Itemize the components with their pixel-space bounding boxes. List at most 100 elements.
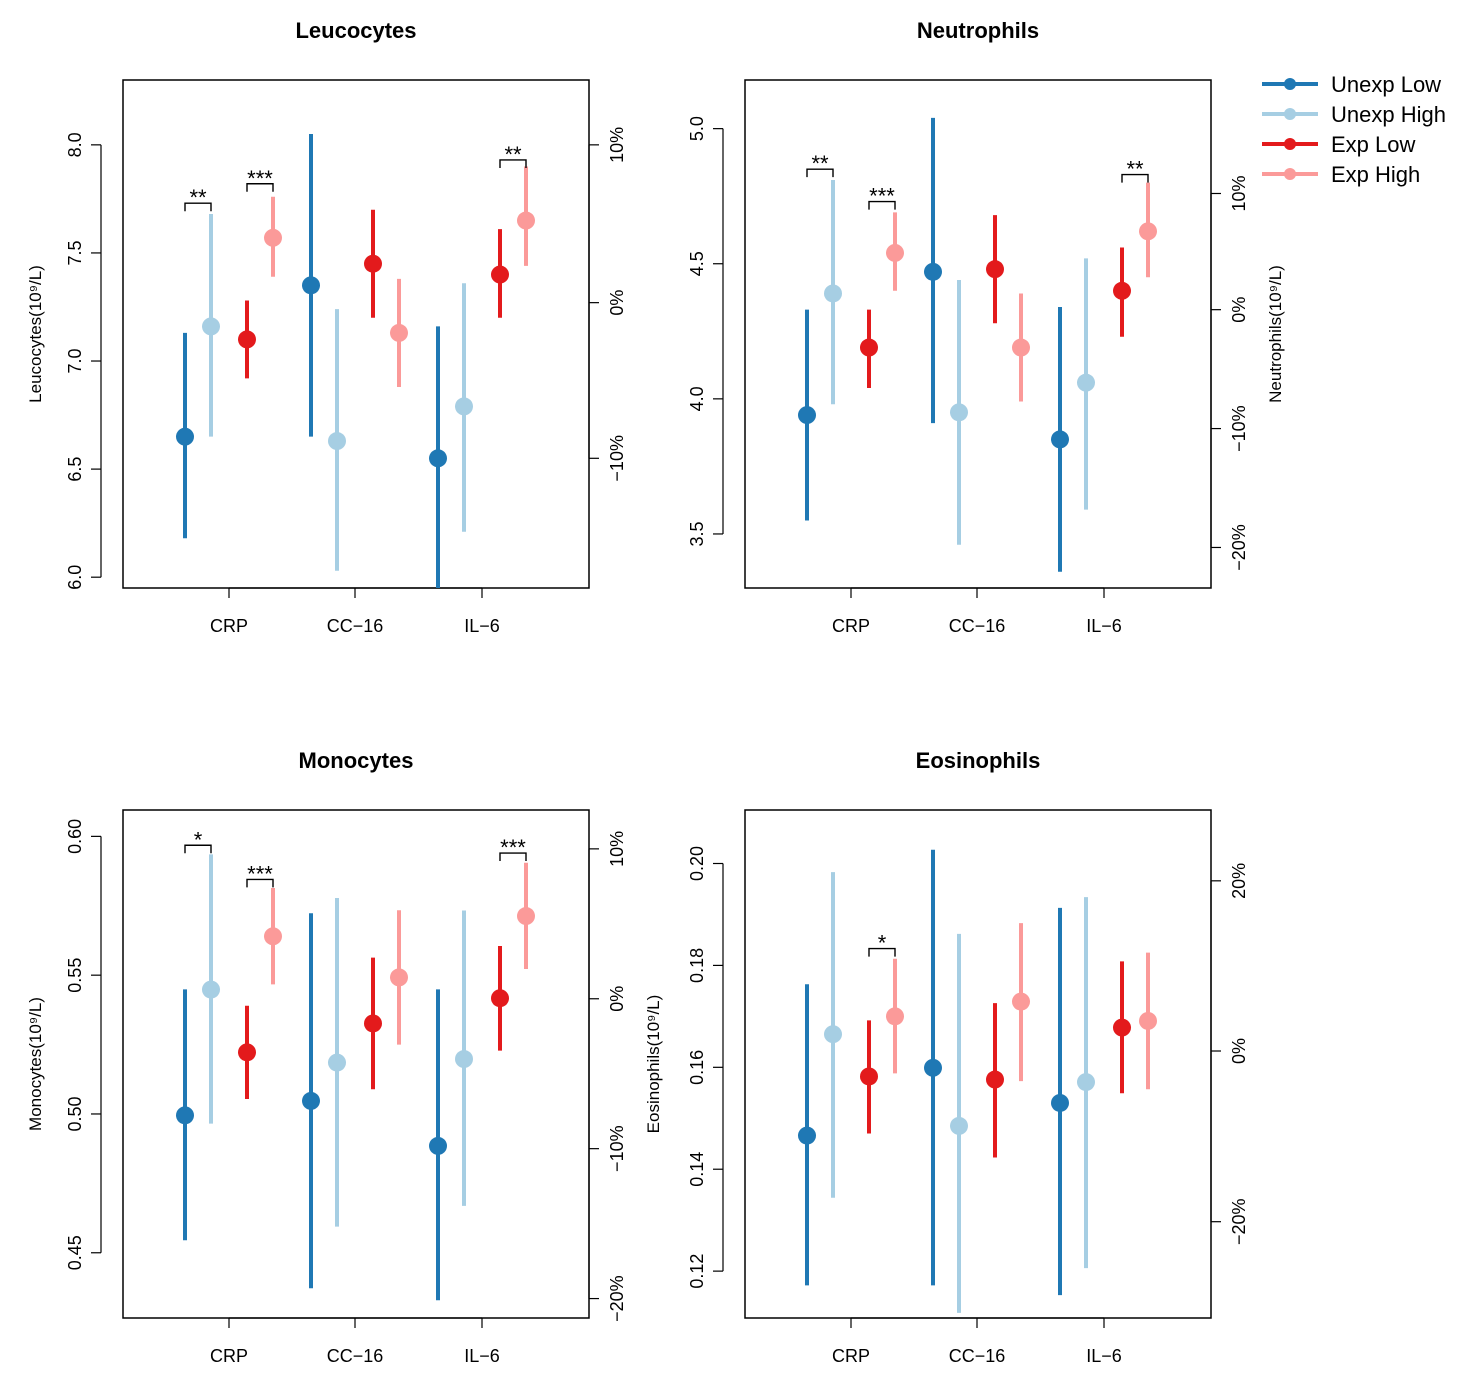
data-point: [1113, 281, 1131, 300]
x-tick-label: IL−6: [464, 1346, 500, 1366]
data-point: [491, 989, 509, 1008]
series-exp-high: [886, 182, 1157, 402]
y-tick-label: 0.14: [687, 1152, 707, 1187]
y-right-tick-label: 10%: [1229, 175, 1249, 211]
y-tick-label: 0.45: [65, 1235, 85, 1270]
significance-label: **: [189, 185, 207, 210]
y-axis-left: 0.12 0.14 0.16 0.18 0.20: [687, 846, 724, 1289]
data-point: [202, 317, 220, 336]
y-tick-label: 0.16: [687, 1050, 707, 1085]
significance-label: ***: [247, 861, 273, 886]
y-right-tick-label: 0%: [1229, 1038, 1249, 1064]
y-tick-label: 0.50: [65, 1096, 85, 1131]
significance-label: ***: [500, 835, 526, 860]
legend-label: Unexp High: [1331, 102, 1446, 127]
y-tick-label: 0.20: [687, 846, 707, 881]
data-point: [1012, 992, 1030, 1011]
y-right-tick-label: −10%: [607, 435, 627, 482]
y-right-tick-label: 0%: [1229, 297, 1249, 323]
data-point: [517, 907, 535, 926]
data-point: [950, 403, 968, 422]
data-point: [517, 211, 535, 230]
y-right-tick-label: 0%: [607, 986, 627, 1012]
y-tick-label: 4.0: [687, 386, 707, 411]
significance-bracket: ***: [868, 184, 896, 210]
x-axis: CRP CC−16 IL−6: [832, 1317, 1122, 1366]
y-tick-label: 5.0: [687, 116, 707, 141]
x-tick-label: CRP: [832, 1346, 870, 1366]
y-tick-label: 6.5: [65, 457, 85, 482]
data-point: [238, 1043, 256, 1062]
significance-bracket: *: [184, 827, 212, 854]
x-tick-label: CRP: [210, 616, 248, 636]
data-point: [302, 276, 320, 295]
series-exp-high: [264, 862, 535, 1045]
panel-leucocytes: Leucocytes 6.0 6.5 7.0 7.5 8.0 −10% 0% 10% Leucoc…: [26, 18, 627, 636]
y-axis-left: 3.5 4.0 4.5 5.0: [687, 116, 724, 546]
data-point: [1139, 1011, 1157, 1030]
y-tick-label: 7.5: [65, 240, 85, 265]
series-unexp-high: [824, 179, 1095, 545]
y-right-tick-label: −20%: [1229, 524, 1249, 571]
y-right-tick-label: −10%: [607, 1125, 627, 1172]
data-point: [328, 1053, 346, 1072]
panel-monocytes: Monocytes 0.45 0.50 0.55 0.60 −20% −10% 0% 10% Mo…: [26, 748, 663, 1366]
data-point: [264, 228, 282, 247]
chart-title: Neutrophils: [917, 18, 1039, 43]
y-tick-label: 8.0: [65, 132, 85, 157]
chart-title: Leucocytes: [295, 18, 416, 43]
legend: Unexp Low Unexp High Exp Low Exp High: [1262, 72, 1446, 187]
data-point: [824, 284, 842, 303]
data-point: [328, 432, 346, 451]
y-axis-left: 0.45 0.50 0.55 0.60: [65, 819, 102, 1270]
legend-item: Exp Low: [1262, 132, 1415, 157]
data-point: [364, 254, 382, 273]
x-axis: CRP CC−16 IL−6: [210, 1317, 500, 1366]
significance-label: **: [1126, 157, 1144, 182]
significance-bracket: **: [184, 185, 212, 212]
significance-bracket: ***: [499, 835, 527, 862]
y-tick-label: 6.0: [65, 565, 85, 590]
x-tick-label: IL−6: [1086, 616, 1122, 636]
data-point: [860, 338, 878, 357]
significance-bracket: ***: [246, 861, 274, 888]
data-point: [455, 1050, 473, 1069]
significance-label: *: [878, 931, 887, 956]
x-tick-label: CC−16: [327, 616, 384, 636]
data-point: [1077, 373, 1095, 392]
series-unexp-low: [798, 849, 1069, 1296]
series-exp-low: [860, 961, 1131, 1158]
y-axis-right: −10% 0% 10%: [588, 127, 627, 482]
y-right-tick-label: 0%: [607, 290, 627, 316]
chart-title: Monocytes: [299, 748, 414, 773]
legend-swatch-point: [1284, 168, 1296, 180]
y-tick-label: 0.60: [65, 819, 85, 854]
legend-swatch-point: [1284, 78, 1296, 90]
significance-bracket: **: [499, 142, 527, 168]
series-unexp-high: [824, 872, 1095, 1313]
series-exp-high: [264, 166, 535, 387]
plot-frame: [744, 809, 1212, 1319]
x-tick-label: IL−6: [1086, 1346, 1122, 1366]
legend-item: Unexp Low: [1262, 72, 1441, 97]
y-axis-right: −20% 0% 20%: [1210, 863, 1249, 1245]
panel-eosinophils: Eosinophils 0.12 0.14 0.16 0.18 0.20 −20% 0% 20%…: [687, 748, 1249, 1366]
x-tick-label: CRP: [832, 616, 870, 636]
data-point: [1012, 338, 1030, 357]
legend-label: Unexp Low: [1331, 72, 1441, 97]
series-unexp-high: [202, 854, 473, 1227]
data-point: [798, 406, 816, 425]
y-tick-label: 0.12: [687, 1254, 707, 1289]
data-point: [1113, 1018, 1131, 1037]
series-exp-low: [860, 215, 1131, 389]
significance-bracket: *: [868, 931, 896, 957]
legend-label: Exp High: [1331, 162, 1420, 187]
significance-bracket: **: [806, 151, 834, 178]
x-axis: CRP CC−16 IL−6: [210, 587, 500, 636]
legend-item: Unexp High: [1262, 102, 1446, 127]
y-right-tick-label: −20%: [1229, 1198, 1249, 1245]
data-point: [824, 1025, 842, 1044]
y-axis-right: −20% −10% 0% 10%: [1210, 175, 1249, 571]
series-unexp-low: [798, 117, 1069, 572]
